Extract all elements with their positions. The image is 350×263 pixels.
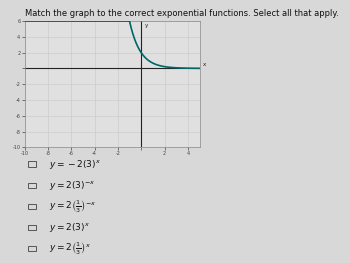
- Text: $y=2\left(\frac{1}{3}\right)^{-x}$: $y=2\left(\frac{1}{3}\right)^{-x}$: [49, 198, 97, 215]
- Text: $y=-2(3)^x$: $y=-2(3)^x$: [49, 158, 101, 171]
- Text: $y=2(3)^x$: $y=2(3)^x$: [49, 221, 90, 234]
- Text: $y=2\left(\frac{1}{3}\right)^x$: $y=2\left(\frac{1}{3}\right)^x$: [49, 240, 91, 257]
- Text: $y=2(3)^{-x}$: $y=2(3)^{-x}$: [49, 179, 95, 192]
- Text: x: x: [203, 62, 206, 67]
- Text: y: y: [145, 23, 148, 28]
- Text: Match the graph to the correct exponential functions. Select all that apply.: Match the graph to the correct exponenti…: [25, 9, 338, 18]
